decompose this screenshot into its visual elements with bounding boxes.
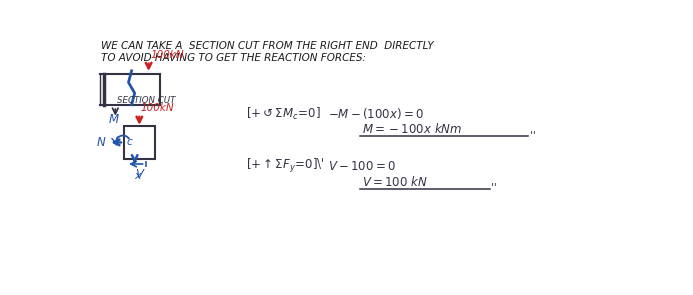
Text: c: c [127, 137, 132, 148]
Text: SECTION CUT: SECTION CUT [117, 96, 175, 106]
Text: '': '' [491, 182, 497, 192]
Text: $[{+}{\circlearrowleft}\Sigma M_c\!=\!0]$: $[{+}{\circlearrowleft}\Sigma M_c\!=\!0]… [245, 106, 320, 122]
Text: $V=100\ \mathit{kN}$: $V=100\ \mathit{kN}$ [362, 175, 428, 189]
Text: $[{+}{\uparrow}\Sigma F_y\!=\!0]$\': $[{+}{\uparrow}\Sigma F_y\!=\!0]$\' [245, 157, 324, 175]
Text: 100kN: 100kN [141, 103, 175, 113]
Text: N: N [96, 136, 105, 149]
Text: $V-100=0$: $V-100=0$ [328, 160, 396, 173]
Text: $M=-100x\ \mathit{kNm}$: $M=-100x\ \mathit{kNm}$ [362, 122, 462, 136]
Text: $-M-(100x)=0$: $-M-(100x)=0$ [328, 106, 424, 122]
Text: x: x [134, 171, 141, 181]
Text: V: V [135, 168, 143, 181]
Text: 100kN: 100kN [150, 50, 184, 60]
Bar [124, 126, 155, 159]
Text: WE CAN TAKE A  SECTION CUT FROM THE RIGHT END  DIRECTLY: WE CAN TAKE A SECTION CUT FROM THE RIGHT… [100, 41, 433, 51]
Text: '': '' [530, 130, 536, 140]
Text: M: M [108, 113, 119, 126]
Text: TO AVOID HAVING TO GET THE REACTION FORCES:: TO AVOID HAVING TO GET THE REACTION FORC… [100, 53, 366, 63]
